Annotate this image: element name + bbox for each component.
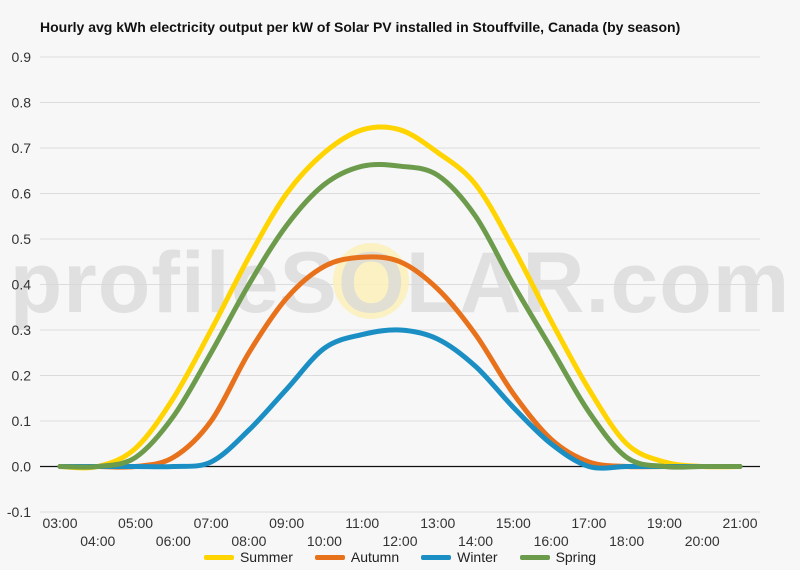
- sun-logo-icon: [333, 243, 409, 319]
- chart-title: Hourly avg kWh electricity output per kW…: [40, 19, 681, 35]
- y-tick-label: 0.0: [12, 459, 32, 475]
- legend-swatch: [421, 554, 452, 560]
- x-tick-label: 13:00: [420, 515, 455, 531]
- x-tick-label: 05:00: [118, 515, 153, 531]
- y-tick-label: -0.1: [7, 504, 31, 520]
- legend-label: Spring: [555, 549, 597, 565]
- y-tick-label: 0.4: [12, 277, 32, 293]
- x-tick-label: 14:00: [458, 533, 493, 549]
- x-tick-label: 10:00: [307, 533, 342, 549]
- legend-label: Winter: [457, 549, 498, 565]
- x-tick-label: 06:00: [156, 533, 191, 549]
- legend: Summer Autumn Winter Spring: [0, 549, 800, 565]
- legend-item-spring: Spring: [519, 549, 597, 565]
- y-tick-label: 0.5: [12, 231, 32, 247]
- x-tick-label: 12:00: [382, 533, 417, 549]
- legend-swatch: [314, 554, 345, 560]
- x-tick-label: 17:00: [571, 515, 606, 531]
- legend-label: Summer: [239, 549, 293, 565]
- x-tick-label: 08:00: [231, 533, 266, 549]
- series-line-winter: [57, 327, 743, 471]
- legend-item-summer: Summer: [203, 549, 293, 565]
- x-tick-label: 20:00: [685, 533, 720, 549]
- legend-item-winter: Winter: [421, 549, 498, 565]
- x-tick-label: 18:00: [609, 533, 644, 549]
- x-tick-label: 15:00: [496, 515, 531, 531]
- legend-swatch: [203, 554, 234, 560]
- watermark-text: profileSOLAR.com: [10, 235, 791, 331]
- x-tick-label: 09:00: [269, 515, 304, 531]
- x-tick-label: 07:00: [194, 515, 229, 531]
- x-tick-label: 11:00: [345, 515, 379, 531]
- y-tick-label: 0.6: [12, 186, 32, 202]
- series-line-spring: [57, 161, 743, 470]
- y-axis-ticks: -0.1 0.0 0.1 0.2 0.3 0.4 0.5 0.6 0.7 0.8 0.9: [7, 49, 31, 520]
- x-axis-ticks: 03:0004:0005:0006:0007:0008:0009:0010:00…: [42, 515, 757, 549]
- y-tick-label: 0.1: [12, 413, 32, 429]
- x-tick-label: 16:00: [534, 533, 569, 549]
- legend-item-autumn: Autumn: [314, 549, 400, 565]
- x-tick-label: 21:00: [722, 515, 757, 531]
- y-tick-label: 0.7: [12, 140, 32, 156]
- y-tick-label: 0.9: [12, 49, 32, 65]
- x-tick-label: 04:00: [80, 533, 115, 549]
- y-tick-label: 0.2: [12, 368, 32, 384]
- series-line-summer: [57, 124, 743, 471]
- grid-lines: [40, 56, 760, 513]
- x-tick-label: 19:00: [647, 515, 682, 531]
- x-tick-label: 03:00: [42, 515, 77, 531]
- legend-swatch: [519, 554, 550, 560]
- y-tick-label: 0.8: [12, 95, 32, 111]
- series-lines: [57, 124, 743, 471]
- y-tick-label: 0.3: [12, 322, 32, 338]
- legend-label: Autumn: [350, 549, 400, 565]
- watermark: profileSOLAR.com: [10, 235, 791, 331]
